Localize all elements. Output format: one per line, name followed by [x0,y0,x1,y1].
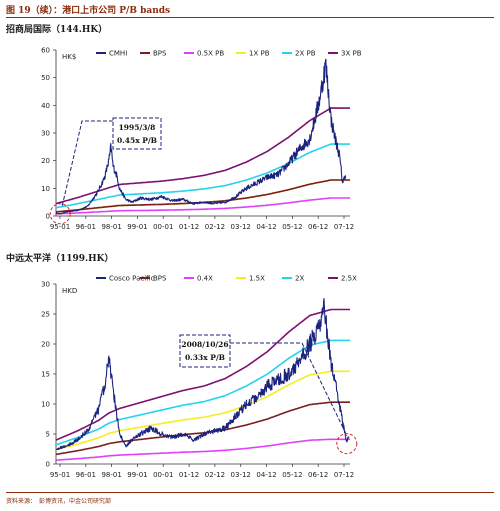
legend-label: 1X PB [249,50,270,58]
x-tick-label: 01-12 [179,223,199,231]
y-tick-label: 60 [41,47,50,55]
y-tick-label: 30 [41,130,50,138]
y-axis-unit: HKD [62,287,77,295]
price-line [55,298,350,451]
annotation-date: 1995/3/8 [119,123,156,132]
legend-label: 2X [295,275,304,283]
x-tick-label: 05-12 [282,471,302,479]
annotation-circle [49,203,71,225]
band-pb2 [55,143,350,209]
chart-cosco: 0 5 10 15 20 25 30 HKD 95-01 96-01 98-01 99-01 00-01… [41,275,358,479]
y-tick-label: 10 [41,185,50,193]
x-tick-label: 96-01 [76,471,96,479]
x-tick-label: 98-01 [101,471,121,479]
panel-title-cosco: 中远太平洋（1199.HK） [6,254,114,264]
y-tick-label: 20 [41,341,50,349]
annotation-pb: 0.33x P/B [185,353,225,362]
x-tick-label: 04-12 [256,223,276,231]
legend-label: 0.5X PB [197,50,224,58]
legend-label: CMHI [109,50,127,58]
x-tick-label: 02-12 [205,223,225,231]
y-tick-label: 0 [46,461,50,469]
band-pb04 [55,438,350,461]
x-tick-label: 00-01 [153,223,173,231]
x-tick-label: 04-12 [256,471,276,479]
annotation-pb: 0.45x P/B [117,136,157,145]
x-tick-label: 01-12 [179,471,199,479]
y-tick-label: 40 [41,102,50,110]
band-pb25 [55,308,350,441]
annotation-box [112,117,162,150]
legend-label: BPS [153,50,167,58]
legend-label: 1.5X [249,275,265,283]
legend-label: 2.5X [341,275,357,283]
source-note: 资料来源： 彭博资讯，中金公司研究部 [6,498,112,505]
band-pb2 [55,339,350,446]
band-bps [56,179,350,213]
x-tick-label: 02-12 [205,471,225,479]
y-tick-label: 25 [41,311,50,319]
x-tick-label: 95-01 [50,223,70,231]
y-tick-label: 20 [41,157,50,165]
panel-title-cmhi: 招商局国际（144.HK） [6,25,108,35]
y-axis-unit: HK$ [62,53,76,61]
x-tick-label: 05-12 [282,223,302,231]
annotation-box [179,334,231,368]
figure-title: 图 19（续）：港口上市公司 P/B bands [6,6,171,16]
band-pb05 [56,197,350,215]
x-tick-label: 98-01 [101,223,121,231]
title-rule [6,17,494,18]
chart-cmhi: 0 10 20 30 40 50 60 HK$ 95-01 96-01 98-01 99-01 00-0… [41,47,362,232]
x-tick-label: 07-12 [334,223,354,231]
annotation-connector [61,120,113,206]
x-tick-label: 06-12 [308,223,328,231]
y-tick-label: 50 [41,74,50,82]
y-tick-label: 5 [46,431,50,439]
y-tick-label: 0 [46,213,50,221]
x-tick-label: 99-01 [127,223,147,231]
x-tick-label: 03-12 [231,471,251,479]
price-line [55,58,347,215]
legend-label: Cosco Pacific [109,275,155,283]
x-tick-label: 03-12 [231,223,251,231]
annotation-date: 2008/10/26 [181,340,228,349]
legend-label: 2X PB [295,50,316,58]
x-tick-label: 96-01 [76,223,96,231]
x-tick-label: 00-01 [153,471,173,479]
band-pb3 [55,107,350,205]
x-tick-label: 99-01 [127,471,147,479]
y-tick-label: 15 [41,371,50,379]
annotation-circle [336,433,358,455]
band-pb15 [55,370,350,451]
x-tick-label: 95-01 [50,471,70,479]
legend-label: 3X PB [341,50,362,58]
x-tick-label: 07-12 [334,471,354,479]
y-tick-label: 10 [41,401,50,409]
source-rule [6,492,494,493]
legend-label: 0.4X [197,275,213,283]
y-tick-label: 30 [41,281,50,289]
x-tick-label: 06-12 [308,471,328,479]
legend-label: BPS [153,275,167,283]
band-bps [55,401,350,456]
annotation-connector [230,342,348,436]
